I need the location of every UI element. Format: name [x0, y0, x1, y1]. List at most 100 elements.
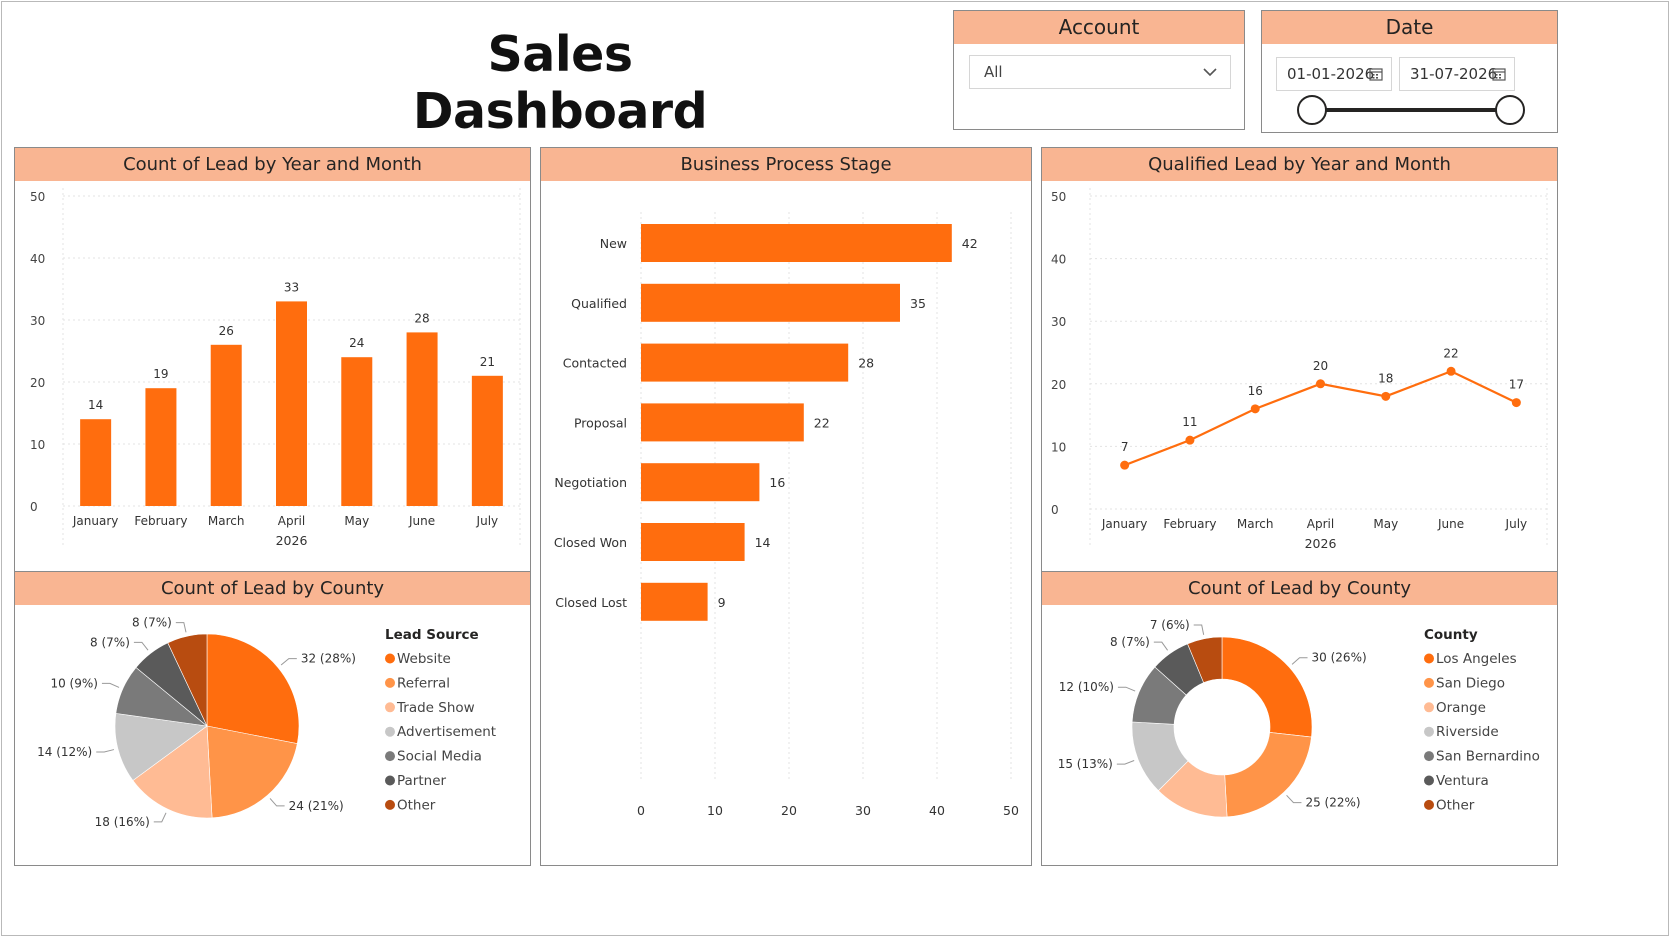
legend-item: Advertisement	[397, 724, 496, 740]
legend-marker	[1424, 751, 1434, 762]
y-tick-label: 20	[1051, 378, 1066, 392]
pie-slice	[167, 633, 208, 727]
date-start-input[interactable]: 01-01-2026	[1276, 57, 1392, 91]
legend-item: Social Media	[397, 749, 482, 765]
qualified-by-month-title: Qualified Lead by Year and Month	[1042, 148, 1557, 181]
legend-item: Riverside	[1436, 724, 1499, 740]
data-point	[1120, 460, 1130, 470]
data-label: 18 (16%)	[95, 815, 150, 829]
account-slicer-header: Account	[954, 11, 1244, 44]
legend-marker	[385, 726, 395, 737]
x-year-label: 2026	[276, 533, 308, 548]
x-tick-label: July	[1505, 517, 1528, 531]
data-label: 7	[1121, 440, 1129, 454]
calendar-icon	[1492, 68, 1506, 81]
data-point	[1250, 404, 1260, 414]
legend-item: Orange	[1436, 700, 1486, 716]
data-label: 8 (7%)	[132, 616, 172, 630]
data-label: 19	[153, 367, 168, 381]
legend-item: Partner	[397, 773, 447, 789]
qualified-by-month-chart: 0 10 20 30 40 50 7 January 11 February 16 March 20 Ap…	[1051, 188, 1548, 551]
y-tick-label: Closed Won	[554, 535, 627, 550]
data-label: 16	[1248, 384, 1263, 398]
data-label: 28	[414, 311, 429, 325]
pie-slice	[1187, 636, 1223, 684]
y-tick-label: Closed Lost	[555, 595, 627, 610]
leader-line	[153, 812, 167, 823]
account-dropdown[interactable]: All	[969, 55, 1231, 89]
x-year-label: 2026	[1305, 536, 1337, 551]
leader-line	[1153, 641, 1169, 651]
date-start-value: 01-01-2026	[1287, 65, 1375, 83]
pie-slice	[206, 633, 300, 744]
y-tick-label: 10	[30, 438, 45, 452]
data-label: 22	[814, 415, 830, 430]
legend-item: Other	[1436, 797, 1475, 813]
legend-marker	[1424, 726, 1434, 737]
data-label: 16	[769, 475, 785, 490]
y-tick-label: Contacted	[563, 356, 627, 371]
date-slicer-header: Date	[1262, 11, 1557, 44]
x-tick-label: January	[72, 514, 119, 528]
leader-line	[133, 641, 149, 651]
account-dropdown-value: All	[984, 63, 1003, 81]
slider-end-handle[interactable]	[1495, 95, 1525, 125]
y-tick-label: Proposal	[574, 415, 627, 430]
leader-line	[1193, 624, 1205, 635]
bar	[641, 463, 760, 502]
legend-title: County	[1424, 627, 1478, 643]
legend-marker	[385, 751, 395, 762]
x-tick-label: 40	[929, 803, 945, 818]
page-title: Sales Dashboard	[412, 26, 708, 140]
account-slicer: Account All	[953, 10, 1245, 130]
county-title: Count of Lead by County	[1042, 572, 1557, 605]
legend-marker	[385, 775, 395, 786]
pie-slice	[1221, 636, 1313, 738]
bar	[341, 357, 373, 506]
x-tick-label: 50	[1003, 803, 1019, 818]
x-tick-label: May	[344, 514, 369, 528]
x-tick-label: May	[1373, 517, 1398, 531]
data-point	[1381, 391, 1391, 401]
data-label: 21	[480, 355, 495, 369]
legend-item: San Diego	[1436, 675, 1505, 691]
leader-line	[96, 749, 115, 753]
y-tick-label: Qualified	[571, 296, 627, 311]
data-label: 22	[1443, 346, 1458, 360]
data-label: 17	[1509, 378, 1524, 392]
bar	[641, 283, 900, 322]
legend-item: Los Angeles	[1436, 651, 1517, 667]
data-point	[1511, 398, 1521, 408]
legend-marker	[385, 702, 395, 713]
leads-by-month-panel: Count of Lead by Year and Month 0 10 20 30 4…	[14, 147, 531, 572]
data-point	[1185, 435, 1195, 445]
data-label: 28	[858, 356, 874, 371]
bar	[641, 343, 849, 382]
y-tick-label: 20	[30, 376, 45, 390]
y-tick-label: 40	[30, 252, 45, 266]
y-tick-label: 10	[1051, 440, 1066, 454]
bar	[641, 523, 745, 561]
leads-by-month-title: Count of Lead by Year and Month	[15, 148, 530, 181]
date-range-slider[interactable]	[1262, 11, 1557, 132]
date-end-input[interactable]: 31-07-2026	[1399, 57, 1515, 91]
legend-item: San Bernardino	[1436, 749, 1540, 765]
y-tick-label: 40	[1051, 253, 1066, 267]
legend-item: Website	[397, 651, 451, 667]
data-label: 33	[284, 280, 299, 294]
legend-marker	[1424, 702, 1434, 713]
bar	[471, 375, 503, 506]
x-tick-label: April	[278, 514, 305, 528]
process-stage-chart: 0 10 20 30 40 50 42 New 35 Qualified 28 Contacted 22…	[554, 212, 1019, 818]
x-tick-label: March	[208, 514, 245, 528]
x-tick-label: March	[1237, 517, 1274, 531]
data-label: 26	[219, 324, 234, 338]
county-panel: Count of Lead by County 30 (26%) 25 (22%)…	[1041, 571, 1558, 866]
x-tick-label: February	[1163, 517, 1216, 531]
bar	[210, 344, 242, 506]
bar	[406, 332, 438, 506]
leader-line	[1117, 686, 1136, 692]
slider-start-handle[interactable]	[1297, 95, 1327, 125]
x-tick-label: July	[476, 514, 499, 528]
